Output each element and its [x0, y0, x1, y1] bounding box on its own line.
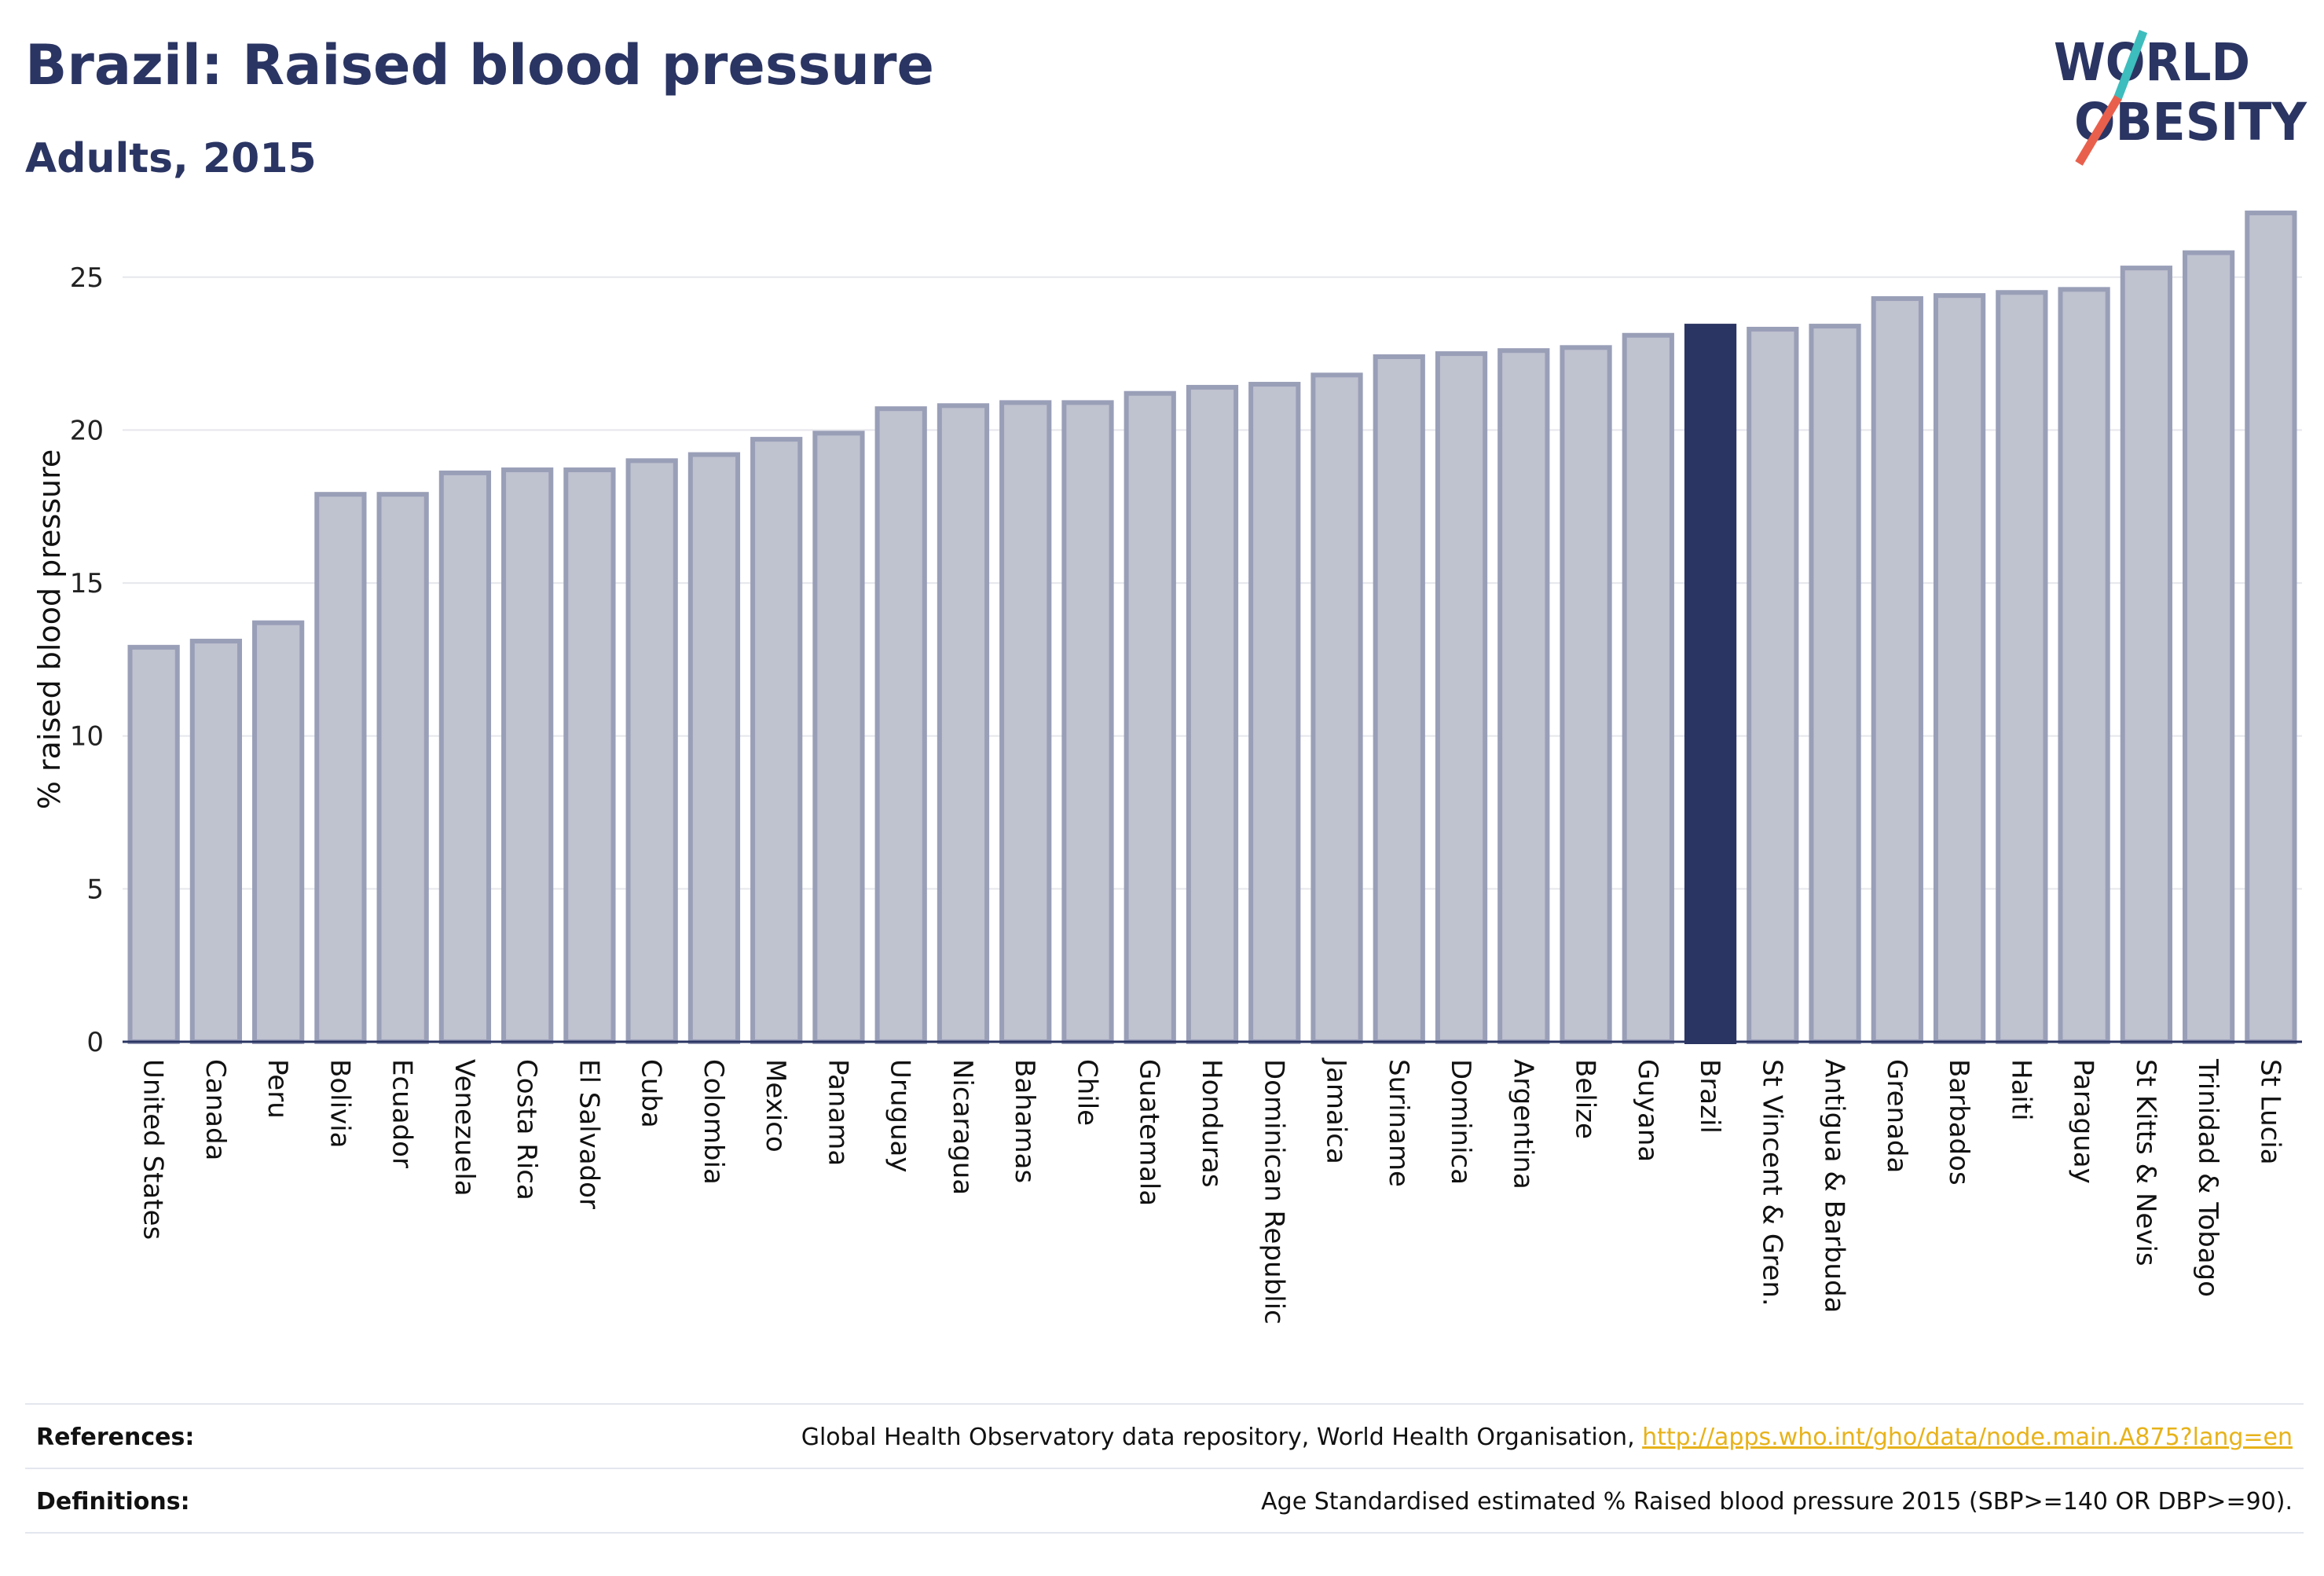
y-tick-label: 10 — [70, 721, 104, 753]
bar-grenada — [1871, 296, 1923, 1044]
world-obesity-logo: WORLD OBESITY — [2054, 30, 2308, 166]
x-tick-label: Antigua & Barbuda — [1819, 1059, 1850, 1313]
x-tick-label: Venezuela — [449, 1059, 480, 1197]
references-text: Global Health Observatory data repositor… — [801, 1424, 1643, 1451]
bar-peru — [252, 620, 305, 1044]
x-tick-label: Guatemala — [1134, 1059, 1165, 1206]
bar-guyana — [1622, 332, 1674, 1044]
bar-st-kitts-nevis — [2120, 266, 2172, 1045]
bar-bahamas — [999, 400, 1052, 1044]
x-tick-label: Jamaica — [1321, 1057, 1352, 1164]
chart-subtitle: Adults, 2015 — [25, 135, 317, 182]
bar-dominican-republic — [1248, 382, 1301, 1044]
bar-canada — [189, 639, 243, 1044]
y-axis-label: % raised blood pressure — [32, 449, 67, 810]
bar-st-lucia — [2245, 211, 2297, 1044]
footer-bottom-rule — [25, 1532, 2304, 1534]
x-tick-label: Brazil — [1694, 1059, 1725, 1134]
x-tick-label: Bolivia — [324, 1059, 355, 1148]
bar-jamaica — [1310, 372, 1363, 1045]
y-tick-label: 0 — [86, 1027, 104, 1058]
x-tick-label: Peru — [262, 1059, 293, 1119]
x-tick-label: Ecuador — [387, 1059, 418, 1168]
x-tick-label: Guyana — [1632, 1059, 1663, 1162]
bar-bolivia — [314, 492, 367, 1044]
x-tick-label: St Vincent & Gren. — [1756, 1059, 1787, 1307]
bar-panama — [812, 431, 865, 1044]
x-tick-label: Argentina — [1507, 1059, 1538, 1189]
bar-united-states — [127, 644, 180, 1044]
bar-brazil — [1684, 324, 1737, 1045]
bar-paraguay — [2058, 287, 2110, 1045]
x-tick-label: El Salvador — [573, 1059, 604, 1209]
y-tick-label: 15 — [70, 568, 104, 599]
x-tick-label: United States — [137, 1059, 169, 1240]
x-tick-label: Paraguay — [2068, 1059, 2099, 1184]
references-value: Global Health Observatory data repositor… — [801, 1424, 2293, 1451]
x-tick-label: Mexico — [760, 1059, 791, 1153]
bar-argentina — [1497, 348, 1550, 1044]
x-tick-label: Costa Rica — [511, 1059, 542, 1200]
x-tick-label: Belize — [1570, 1059, 1601, 1139]
bar-dominica — [1435, 351, 1488, 1045]
x-tick-label: St Kitts & Nevis — [2130, 1059, 2161, 1266]
y-tick-label: 25 — [70, 262, 104, 294]
bar-suriname — [1373, 354, 1425, 1044]
x-axis-labels: United States Canada Peru Bolivia Ecuador Ven… — [137, 1057, 2286, 1325]
bar-trinidad-tobago — [2182, 250, 2235, 1044]
logo-slash-red — [2075, 95, 2122, 166]
bar-colombia — [687, 452, 741, 1044]
y-axis: 0 5 10 15 20 25 — [70, 262, 104, 1058]
bar-belize — [1560, 345, 1612, 1045]
bar-el-salvador — [563, 467, 616, 1044]
x-tick-label: Colombia — [698, 1059, 729, 1185]
references-link[interactable]: http://apps.who.int/gho/data/node.main.A… — [1642, 1424, 2293, 1451]
bar-antigua-barbuda — [1809, 324, 1861, 1045]
logo-line1: WORLD — [2054, 32, 2250, 93]
x-tick-label: Canada — [200, 1059, 231, 1160]
bar-honduras — [1186, 384, 1239, 1044]
y-tick-label: 5 — [86, 874, 104, 905]
chart-title: Brazil: Raised blood pressure — [25, 33, 934, 97]
bar-uruguay — [874, 406, 927, 1044]
bar-chart: 0 5 10 15 20 25 United States Canada Peru Bolivi… — [32, 211, 2302, 1325]
bar-guatemala — [1124, 390, 1176, 1044]
logo-slash-teal — [2113, 30, 2148, 101]
bar-st-vincent-gren- — [1747, 326, 1799, 1044]
x-tick-label: Trinidad & Tobago — [2192, 1058, 2223, 1297]
x-tick-label: St Lucia — [2254, 1059, 2286, 1165]
bar-venezuela — [438, 470, 492, 1044]
x-tick-label: Nicaragua — [947, 1059, 978, 1195]
references-row: References: Global Health Observatory da… — [25, 1403, 2304, 1469]
references-label: References: — [36, 1424, 195, 1451]
bar-barbados — [1933, 293, 1986, 1044]
y-tick-label: 20 — [70, 415, 104, 446]
x-tick-label: Uruguay — [885, 1059, 916, 1173]
definitions-row: Definitions: Age Standardised estimated … — [25, 1468, 2304, 1534]
x-tick-label: Bahamas — [1009, 1059, 1040, 1183]
x-tick-label: Panama — [822, 1059, 853, 1166]
bar-mexico — [750, 437, 803, 1044]
bars — [127, 211, 2297, 1045]
bar-costa-rica — [501, 467, 554, 1044]
x-tick-label: Grenada — [1881, 1059, 1912, 1173]
x-tick-label: Dominica — [1445, 1059, 1476, 1185]
bar-ecuador — [376, 492, 429, 1044]
x-tick-label: Haiti — [2005, 1059, 2036, 1121]
definitions-label: Definitions: — [36, 1488, 190, 1516]
x-tick-label: Chile — [1071, 1059, 1102, 1126]
x-tick-label: Dominican Republic — [1258, 1059, 1289, 1325]
definitions-value: Age Standardised estimated % Raised bloo… — [1261, 1488, 2293, 1516]
bar-chile — [1061, 400, 1114, 1044]
bar-cuba — [625, 458, 678, 1044]
bar-nicaragua — [937, 403, 990, 1044]
x-tick-label: Cuba — [636, 1059, 667, 1128]
x-tick-label: Barbados — [1943, 1059, 1974, 1186]
bar-haiti — [1996, 290, 2048, 1044]
x-tick-label: Suriname — [1383, 1059, 1414, 1187]
x-tick-label: Honduras — [1196, 1059, 1227, 1188]
